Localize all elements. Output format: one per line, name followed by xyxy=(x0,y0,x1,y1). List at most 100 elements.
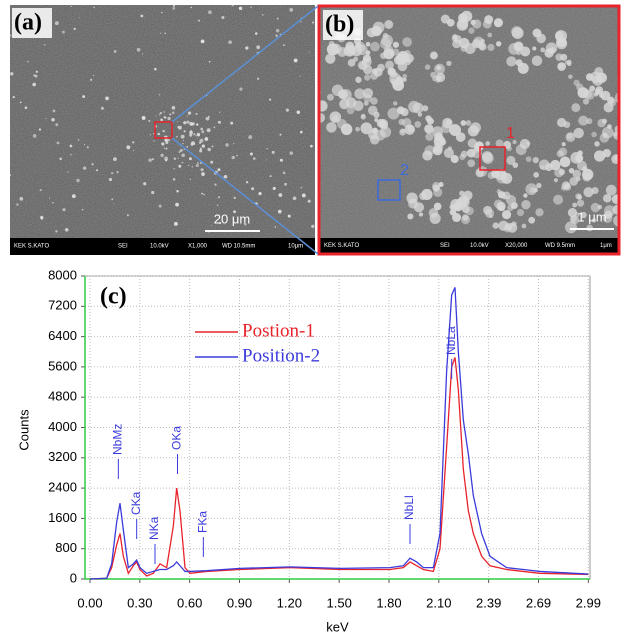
particle xyxy=(54,21,59,26)
particle xyxy=(478,42,487,51)
y-tick-label: 5600 xyxy=(48,358,77,373)
particle xyxy=(59,157,62,161)
legend-label: Position-2 xyxy=(242,345,320,366)
x-tick-label: 1.80 xyxy=(376,595,401,610)
particle xyxy=(126,145,131,150)
particle xyxy=(180,134,185,139)
particle xyxy=(355,126,360,132)
particle xyxy=(287,214,291,218)
particle xyxy=(568,74,573,79)
y-axis-label: Counts xyxy=(16,409,31,451)
particle xyxy=(417,112,423,117)
particle xyxy=(387,107,400,120)
particle xyxy=(225,143,229,147)
particle xyxy=(244,223,247,226)
particle xyxy=(540,165,545,170)
panel-label: (c) xyxy=(100,284,127,310)
y-tick-label: 800 xyxy=(55,540,77,555)
particle xyxy=(449,124,461,136)
particle xyxy=(383,45,394,55)
particle xyxy=(536,33,546,44)
particle xyxy=(275,29,280,33)
particle xyxy=(177,157,179,159)
particle xyxy=(177,125,180,129)
particle xyxy=(164,32,166,35)
particle xyxy=(275,34,278,37)
particle xyxy=(200,39,205,44)
particle xyxy=(496,189,502,194)
particle xyxy=(186,120,190,124)
particle xyxy=(32,82,36,87)
particle xyxy=(254,32,258,35)
particle xyxy=(108,177,113,182)
particle xyxy=(495,139,504,148)
particle xyxy=(92,74,95,77)
particle xyxy=(381,34,394,47)
particle xyxy=(597,118,606,128)
info-text: 10.0kV xyxy=(470,243,489,249)
particle xyxy=(153,140,155,142)
particle xyxy=(164,138,168,142)
x-tick-label: 2.99 xyxy=(576,595,601,610)
particle xyxy=(528,216,536,224)
particle xyxy=(571,103,581,113)
particle xyxy=(38,128,42,131)
particle xyxy=(459,196,470,208)
particle xyxy=(113,202,115,204)
particle xyxy=(430,51,438,60)
particle xyxy=(594,92,599,97)
particle xyxy=(155,115,157,117)
particle xyxy=(245,46,249,50)
particle xyxy=(422,105,429,112)
particle xyxy=(307,199,311,203)
particle xyxy=(510,202,518,209)
particle xyxy=(442,117,453,129)
particle xyxy=(167,138,171,142)
particle xyxy=(597,204,603,210)
particle xyxy=(77,138,80,141)
y-tick-label: 8000 xyxy=(48,267,77,282)
particle xyxy=(141,53,144,55)
particle xyxy=(195,164,199,168)
particle xyxy=(583,187,594,198)
particle xyxy=(197,19,201,22)
particle xyxy=(455,132,466,142)
particle xyxy=(575,193,582,200)
particle xyxy=(470,19,476,26)
particle xyxy=(91,163,94,166)
particle xyxy=(506,56,517,67)
particle xyxy=(492,222,499,229)
particle xyxy=(136,47,141,52)
particle xyxy=(360,122,373,135)
particle xyxy=(418,212,424,217)
particle xyxy=(487,32,493,38)
peak-label: NbMz xyxy=(111,424,125,455)
particle xyxy=(86,146,89,149)
particle xyxy=(602,193,612,203)
particle xyxy=(70,153,72,156)
particle xyxy=(556,150,564,158)
particle xyxy=(148,119,151,122)
particle xyxy=(56,141,60,145)
particle xyxy=(424,124,434,134)
particle xyxy=(200,127,204,131)
x-tick-label: 1.50 xyxy=(327,595,352,610)
info-text: WD 10.5mm xyxy=(222,244,255,250)
particle xyxy=(563,121,571,128)
particle xyxy=(163,147,166,149)
particle xyxy=(157,132,160,136)
particle xyxy=(299,75,301,77)
particle xyxy=(556,36,567,48)
particle xyxy=(189,178,192,180)
particle xyxy=(163,111,165,113)
particle xyxy=(370,41,380,52)
particle xyxy=(465,206,474,216)
particle xyxy=(573,79,580,86)
particle xyxy=(526,141,531,146)
info-text: X1,000 xyxy=(188,244,208,250)
particle xyxy=(218,111,221,113)
x-tick-label: 0.30 xyxy=(127,595,152,610)
particle xyxy=(216,204,219,206)
particle xyxy=(148,158,152,162)
